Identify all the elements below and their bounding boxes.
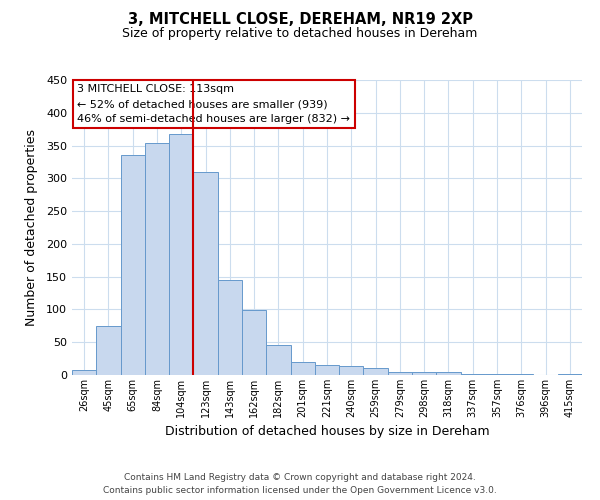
Bar: [558, 374, 582, 375]
Bar: [96, 326, 121, 375]
Bar: [485, 374, 509, 375]
Bar: [121, 156, 145, 375]
Y-axis label: Number of detached properties: Number of detached properties: [25, 129, 38, 326]
Bar: [339, 366, 364, 375]
Bar: [509, 374, 533, 375]
Bar: [436, 372, 461, 375]
Bar: [461, 374, 485, 375]
Bar: [145, 143, 169, 375]
Bar: [218, 280, 242, 375]
Text: 3 MITCHELL CLOSE: 113sqm
← 52% of detached houses are smaller (939)
46% of semi-: 3 MITCHELL CLOSE: 113sqm ← 52% of detach…: [77, 84, 350, 124]
Bar: [193, 172, 218, 375]
Text: Contains HM Land Registry data © Crown copyright and database right 2024.
Contai: Contains HM Land Registry data © Crown c…: [103, 474, 497, 495]
Bar: [315, 365, 339, 375]
Bar: [388, 372, 412, 375]
Bar: [169, 134, 193, 375]
X-axis label: Distribution of detached houses by size in Dereham: Distribution of detached houses by size …: [164, 426, 490, 438]
Bar: [266, 345, 290, 375]
Bar: [72, 370, 96, 375]
Text: 3, MITCHELL CLOSE, DEREHAM, NR19 2XP: 3, MITCHELL CLOSE, DEREHAM, NR19 2XP: [128, 12, 473, 28]
Bar: [412, 372, 436, 375]
Bar: [242, 310, 266, 375]
Bar: [290, 362, 315, 375]
Bar: [364, 368, 388, 375]
Text: Size of property relative to detached houses in Dereham: Size of property relative to detached ho…: [122, 28, 478, 40]
